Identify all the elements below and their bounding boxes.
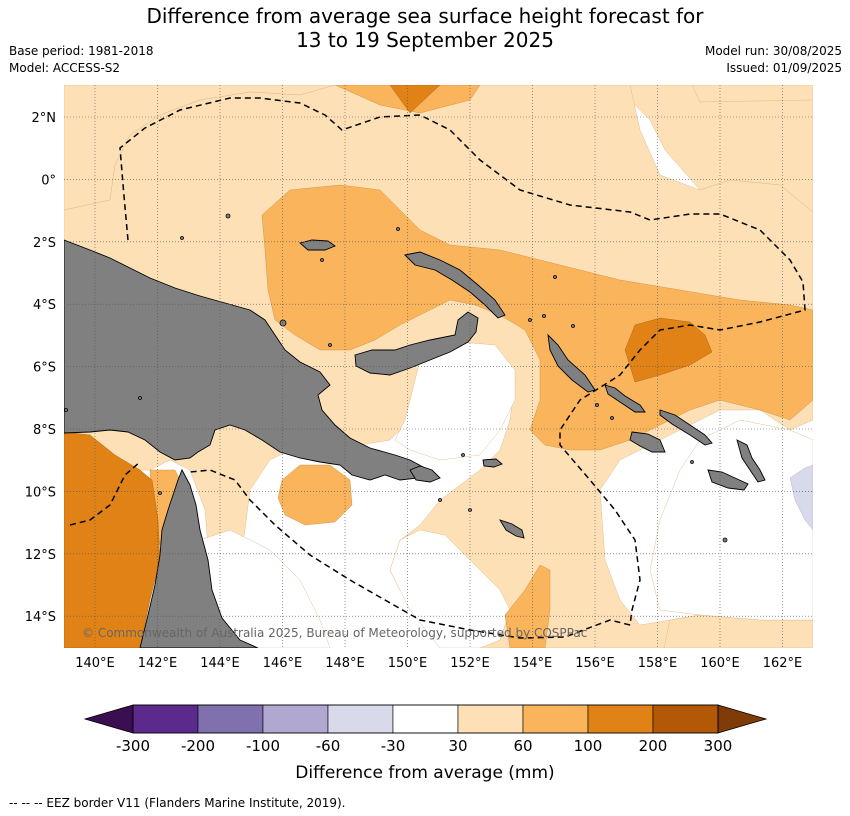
latitude-label: 4°S: [33, 298, 56, 313]
longitude-label: 154°E: [513, 656, 553, 671]
longitude-label: 150°E: [388, 656, 428, 671]
colorbar-tick-labels: -300 -200 -100 -60 -30 30 60 100 200 300: [116, 737, 732, 755]
longitude-label: 148°E: [325, 656, 365, 671]
latitude-label: 14°S: [25, 610, 56, 625]
anomaly-100-200-region-north: [389, 85, 441, 114]
cape-york-land: [139, 468, 259, 648]
longitude-label: 158°E: [638, 656, 678, 671]
latitude-label: 0°: [41, 173, 56, 188]
colorbar-tick-label: -30: [381, 737, 406, 755]
colorbar-cell: [587, 704, 654, 734]
colorbar-cells: [132, 704, 719, 734]
colorbar-low-extension: [83, 704, 134, 734]
eez-border-torres: [69, 461, 141, 526]
gridlines: [64, 85, 813, 648]
colorbar-tick-label: -60: [316, 737, 341, 755]
near-average-hole-south: [389, 529, 511, 648]
anomaly-30-60-region-northeast: [691, 85, 813, 103]
eez-border-png-south: [189, 469, 631, 639]
colorbar-frame: [132, 704, 719, 734]
base-period-text: Base period: 1981-2018: [9, 44, 154, 58]
latitude-label: 2°S: [33, 236, 56, 251]
choiseul-land: [604, 384, 646, 413]
new-ireland-land: [404, 251, 506, 319]
anomaly-100-200-region-west: [64, 431, 161, 648]
guadalcanal-land: [629, 431, 666, 453]
colorbar-tick-label: 200: [639, 737, 668, 755]
colorbar-cell: [392, 704, 459, 734]
longitude-label: 144°E: [200, 656, 240, 671]
latitude-label: 10°S: [25, 485, 56, 500]
colorbar-title: Difference from average (mm): [295, 763, 554, 783]
colorbar-cell: [197, 704, 264, 734]
colorbar-cell: [522, 704, 589, 734]
bougainville-land: [547, 333, 596, 393]
longitude-label: 140°E: [75, 656, 115, 671]
colorbar-cell: [327, 704, 394, 734]
forecast-map: © Commonwealth of Australia 2025, Bureau…: [25, 85, 813, 783]
colorbar-tick-label: -300: [116, 737, 150, 755]
model-text: Model: ACCESS-S2: [9, 61, 121, 75]
longitude-labels: 140°E 142°E 144°E 146°E 148°E 150°E 152°E 154°E…: [75, 656, 802, 671]
makira-land: [707, 469, 749, 491]
latitude-label: 2°N: [32, 111, 57, 126]
colorbar-cell: [262, 704, 329, 734]
eez-footer-note: -- -- -- EEZ border V11 (Flanders Marine…: [9, 796, 346, 810]
latitude-label: 8°S: [33, 423, 56, 438]
longitude-label: 156°E: [575, 656, 615, 671]
near-average-hole-southwest: [199, 529, 331, 648]
manus-island-land: [299, 239, 336, 251]
colorbar-high-extension: [717, 704, 768, 734]
meta-left: Base period: 1981-2018 Model: ACCESS-S2: [9, 43, 154, 77]
malaita-land: [736, 439, 766, 483]
colorbar-tick-label: 300: [704, 737, 733, 755]
longitude-label: 142°E: [138, 656, 178, 671]
near-average-hole-central: [394, 341, 516, 461]
anomaly-neg30-neg60-region: [789, 464, 813, 531]
colorbar: -300 -200 -100 -60 -30 30 60 100 200 300 Differen…: [83, 704, 768, 783]
woodlark-island-land: [482, 458, 503, 468]
latitude-label: 12°S: [25, 548, 56, 563]
chart-title-line2: 13 to 19 September 2025: [296, 28, 554, 52]
longitude-label: 146°E: [263, 656, 303, 671]
model-run-text: Model run: 30/08/2025: [704, 44, 842, 58]
anomaly-100-200-region-east: [624, 317, 713, 383]
colorbar-cell: [457, 704, 524, 734]
copyright-text: © Commonwealth of Australia 2025, Bureau…: [82, 626, 587, 640]
colorbar-tick-label: 100: [574, 737, 603, 755]
near-average-hole-east: [649, 419, 813, 621]
colorbar-cell: [652, 704, 719, 734]
colorbar-tick-label: 30: [448, 737, 467, 755]
colorbar-cell: [132, 704, 199, 734]
dentrecasteaux-islands-land: [409, 465, 441, 483]
meta-right: Model run: 30/08/2025 Issued: 01/09/2025: [705, 43, 842, 77]
issued-text: Issued: 01/09/2025: [726, 61, 842, 75]
colorbar-tick-label: 60: [513, 737, 532, 755]
eez-borders: [69, 97, 806, 639]
chart-title-line1: Difference from average sea surface heig…: [146, 4, 704, 28]
louisiade-islands-land: [498, 519, 525, 539]
longitude-label: 162°E: [763, 656, 803, 671]
latitude-label: 6°S: [33, 361, 56, 376]
longitude-label: 160°E: [700, 656, 740, 671]
santa-isabel-land: [659, 409, 713, 446]
small-islands: [64, 213, 728, 543]
anomaly-60-100-patch: [277, 464, 353, 526]
colorbar-tick-label: -200: [181, 737, 215, 755]
colorbar-tick-label: -100: [246, 737, 280, 755]
new-britain-land: [354, 311, 479, 376]
latitude-labels: 2°N 0° 2°S 4°S 6°S 8°S 10°S 12°S 14°S: [25, 111, 56, 625]
longitude-label: 152°E: [450, 656, 490, 671]
anomaly-60-100-tongue: [504, 564, 551, 648]
